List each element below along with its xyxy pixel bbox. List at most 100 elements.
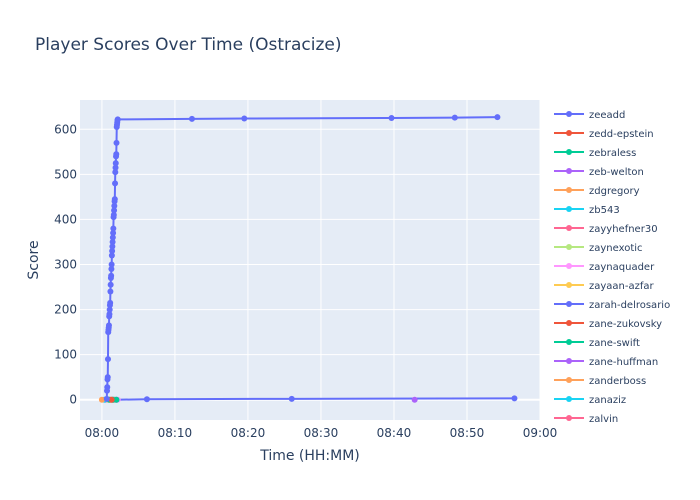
series-zeb-welton	[411, 396, 418, 403]
legend-item[interactable]: zebraless	[554, 148, 636, 159]
chart-title: Player Scores Over Time (Ostracize)	[35, 35, 342, 55]
legend-swatch-marker	[566, 168, 572, 174]
series-zeeadd	[103, 114, 501, 402]
legend-swatch-marker	[566, 339, 572, 345]
legend-label: zb543	[589, 205, 620, 216]
legend-item[interactable]: zalvin	[554, 414, 618, 425]
data-point	[109, 243, 116, 250]
data-point	[107, 281, 114, 288]
x-axis-title: Time (HH:MM)	[259, 448, 360, 464]
legend-item[interactable]: zayyhefner30	[554, 224, 658, 235]
x-tick-label: 08:30	[304, 426, 339, 440]
legend-label: zayyhefner30	[589, 224, 658, 235]
legend-label: zedd-epstein	[589, 129, 654, 140]
data-point	[110, 211, 117, 218]
y-tick-label: 100	[54, 348, 77, 362]
data-point	[511, 395, 518, 402]
data-point	[112, 169, 119, 176]
legend-swatch-marker	[566, 320, 572, 326]
legend-item[interactable]: zeb-welton	[554, 167, 644, 178]
data-point	[111, 202, 118, 209]
legend-swatch-marker	[566, 244, 572, 250]
legend-swatch-marker	[566, 301, 572, 307]
legend-label: zarah-delrosario	[589, 300, 670, 311]
legend-label: zeb-welton	[589, 167, 644, 178]
legend-item[interactable]: zaynaquader	[554, 262, 655, 273]
legend-label: zane-zukovsky	[589, 319, 662, 330]
data-point	[112, 164, 119, 171]
data-point	[288, 395, 295, 402]
data-point	[104, 384, 111, 391]
data-point	[106, 311, 113, 318]
legend-swatch-marker	[566, 415, 572, 421]
series-zdgregory	[98, 396, 105, 403]
y-axis-title: Score	[26, 240, 42, 279]
legend-swatch-marker	[566, 377, 572, 383]
legend-item[interactable]: zayaan-azfar	[554, 281, 655, 292]
legend-item[interactable]: zane-huffman	[554, 357, 658, 368]
x-tick-label: 08:10	[158, 426, 193, 440]
data-point	[111, 207, 118, 214]
legend-label: zanaziz	[589, 395, 626, 406]
legend-label: zalvin	[589, 414, 618, 425]
legend-item[interactable]: zane-zukovsky	[554, 319, 662, 330]
x-tick-labels: 08:00 08:10 08:20 08:30 08:40 08:50 09:00	[85, 426, 558, 440]
data-point	[107, 299, 114, 306]
y-tick-label: 600	[54, 122, 77, 136]
legend-item[interactable]: zanderboss	[554, 376, 646, 387]
legend-item[interactable]: zanaziz	[554, 395, 626, 406]
y-tick-label: 400	[54, 212, 77, 226]
data-point	[108, 252, 115, 259]
legend-swatch-marker	[566, 130, 572, 136]
data-point	[107, 288, 114, 295]
legend-item[interactable]: zedd-epstein	[554, 129, 654, 140]
legend-label: zebraless	[589, 148, 636, 159]
data-point	[104, 356, 111, 363]
data-point	[143, 396, 150, 403]
legend[interactable]: zeeadd zedd-epstein zebraless zeb-welton zdg…	[550, 102, 685, 425]
x-tick-label: 09:00	[523, 426, 558, 440]
y-tick-labels: 0 100 200 300 400 500 600	[54, 122, 77, 406]
x-tick-label: 08:40	[377, 426, 412, 440]
legend-label: zane-swift	[589, 338, 640, 349]
legend-item[interactable]: zdgregory	[554, 186, 640, 197]
legend-item[interactable]: zarah-delrosario	[554, 300, 670, 311]
data-point	[109, 247, 116, 254]
data-point	[104, 374, 111, 381]
data-point	[110, 225, 117, 232]
legend-label: zaynexotic	[589, 243, 643, 254]
legend-label: zane-huffman	[589, 357, 658, 368]
series-line	[116, 397, 515, 401]
legend-swatch-marker	[566, 149, 572, 155]
legend-item[interactable]: zaynexotic	[554, 243, 643, 254]
data-point	[106, 306, 113, 313]
y-tick-label: 0	[69, 393, 77, 407]
data-point	[388, 115, 395, 122]
legend-swatch-marker	[566, 282, 572, 288]
legend-item[interactable]: zeeadd	[554, 110, 625, 121]
data-point	[112, 160, 119, 167]
legend-swatch-marker	[566, 396, 572, 402]
data-point	[110, 229, 117, 236]
y-tick-label: 200	[54, 303, 77, 317]
data-point	[103, 395, 110, 402]
legend-item[interactable]: zane-swift	[554, 338, 640, 349]
data-point	[105, 322, 112, 329]
data-point	[113, 151, 120, 158]
plot-area	[80, 100, 540, 420]
data-point	[108, 261, 115, 268]
legend-label: zdgregory	[589, 186, 640, 197]
series-zedd-epstein	[108, 396, 115, 403]
data-point	[108, 396, 115, 403]
x-tick-label: 08:50	[450, 426, 485, 440]
data-point	[451, 114, 458, 121]
data-point	[113, 396, 120, 403]
legend-label: zayaan-azfar	[589, 281, 655, 292]
legend-swatch-marker	[566, 111, 572, 117]
legend-label: zeeadd	[589, 110, 625, 121]
data-point	[108, 266, 115, 273]
legend-item[interactable]: zb543	[554, 205, 620, 216]
data-point	[411, 396, 418, 403]
y-tick-label: 500	[54, 167, 77, 181]
